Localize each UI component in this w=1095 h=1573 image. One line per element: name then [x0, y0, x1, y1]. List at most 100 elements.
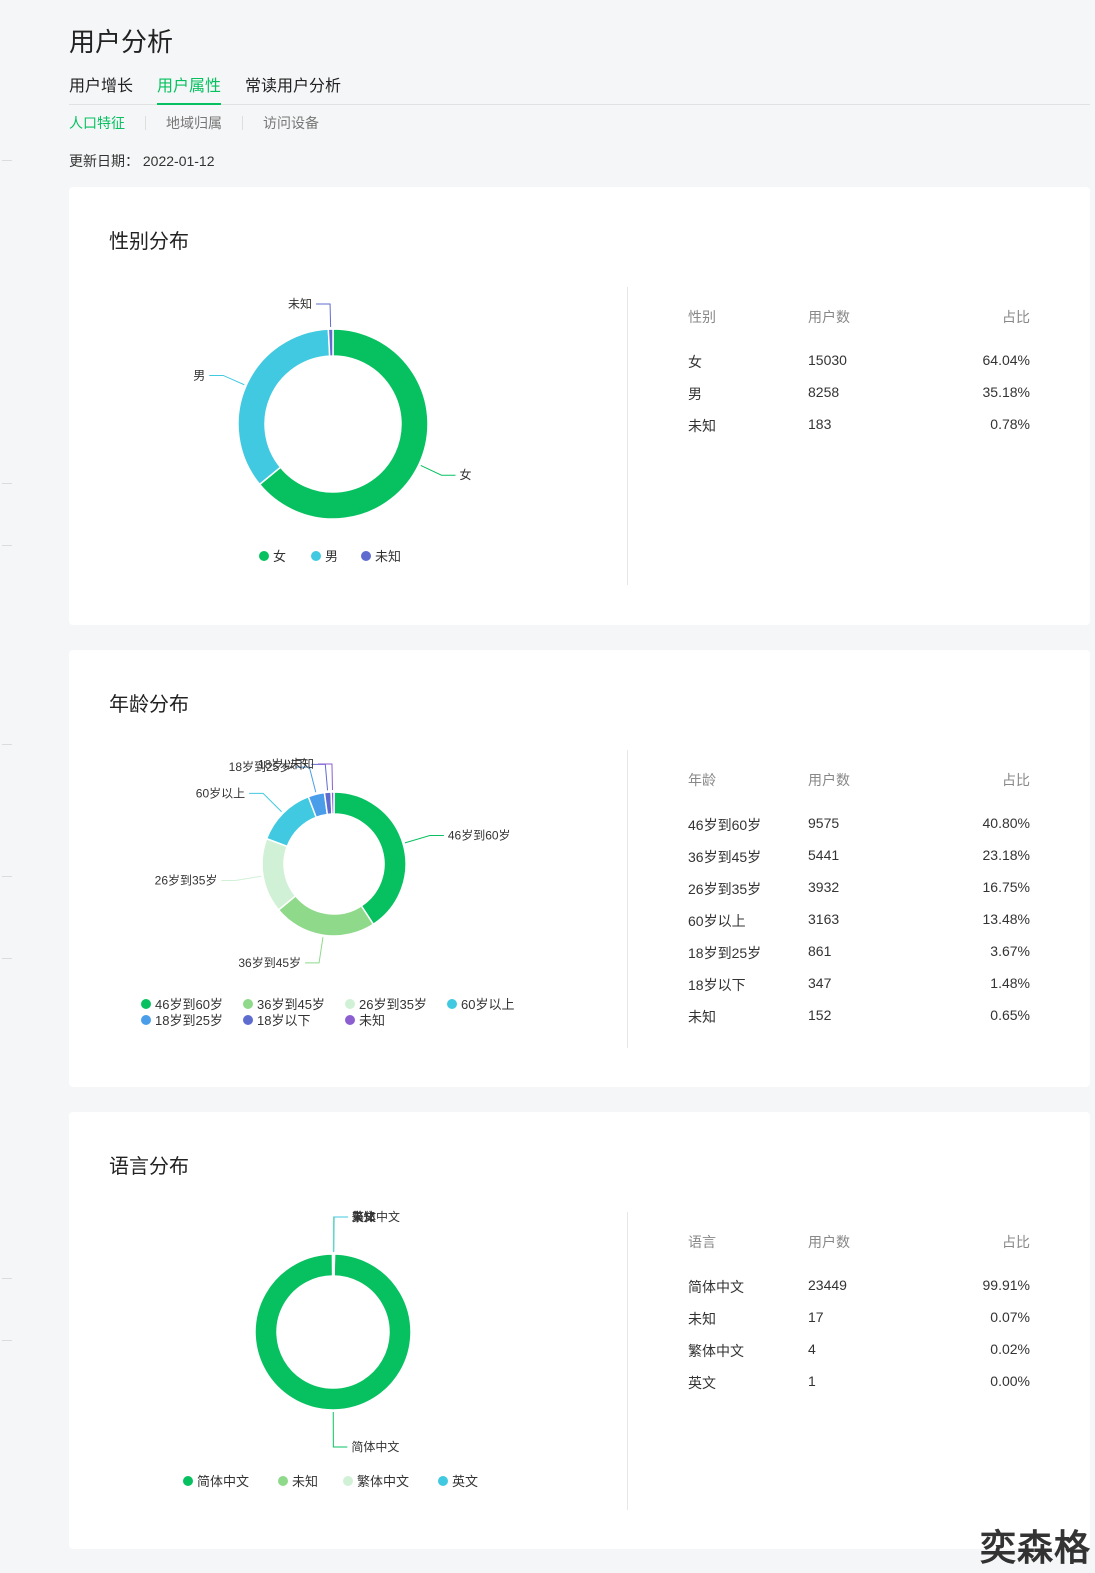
- tab-frequent-reader-analysis[interactable]: 常读用户分析: [245, 78, 342, 95]
- slice-label: 未知: [351, 1210, 375, 1224]
- subtab-region[interactable]: 地域归属: [166, 115, 222, 131]
- slice-label: 未知: [290, 757, 314, 771]
- col-header: 年龄: [688, 772, 716, 788]
- table-row: 未知 183 0.78%: [688, 416, 1030, 434]
- legend-dot: [243, 999, 253, 1009]
- col-header: 语言: [688, 1234, 716, 1250]
- legend-item[interactable]: 简体中文: [197, 1474, 249, 1489]
- leader-line: [404, 834, 444, 844]
- slice-label: 26岁到35岁: [155, 873, 218, 888]
- watermark-logo: 奕森格: [979, 1527, 1091, 1568]
- table-row: 未知 152 0.65%: [688, 1007, 1030, 1025]
- gender-card: 性别分布 女男未知女男未知 性别 用户数 占比 女 15030 64.04% 男 82…: [69, 187, 1090, 625]
- legend-item[interactable]: 26岁到35岁: [359, 997, 427, 1012]
- subtab-devices[interactable]: 访问设备: [263, 115, 319, 131]
- leader-line: [317, 763, 333, 791]
- language-table: 语言 用户数 占比 简体中文 23449 99.91% 未知 17 0.07% 繁体中文…: [688, 1232, 1030, 1405]
- legend-item[interactable]: 繁体中文: [357, 1474, 409, 1489]
- legend-item[interactable]: 英文: [452, 1474, 478, 1489]
- language-card: 语言分布 简体中文 未知 繁体中文 英文 简体中文 未知 繁体中文 英文 语言 用户数 占比 …: [69, 1112, 1090, 1549]
- table-row: 60岁以上 3163 13.48%: [688, 911, 1030, 929]
- table-row: 英文 1 0.00%: [688, 1373, 1030, 1391]
- table-row: 18岁以下 347 1.48%: [688, 975, 1030, 993]
- table-row: 女 15030 64.04%: [688, 352, 1030, 370]
- slice-label: 36岁到45岁: [238, 955, 301, 970]
- page-title: 用户分析: [69, 27, 174, 57]
- leader-line: [333, 1216, 348, 1253]
- donut-slice-3[interactable]: [332, 1253, 336, 1277]
- tab-user-growth[interactable]: 用户增长: [69, 78, 134, 95]
- age-donut-chart: 46岁到60岁 36岁到45岁 26岁到35岁 60岁以上 18岁到25岁 18岁以下 未知…: [141, 756, 514, 1028]
- age-chart-title: 年龄分布: [109, 694, 189, 716]
- legend-dot: [447, 999, 457, 1009]
- update-date-value: 2022-01-12: [142, 153, 215, 169]
- legend-item[interactable]: 18岁到25岁: [155, 1013, 223, 1028]
- legend-item[interactable]: 未知: [292, 1474, 318, 1489]
- donut-slice-6[interactable]: [330, 791, 335, 815]
- table-header: 语言 用户数 占比: [688, 1232, 1030, 1264]
- update-date-label: 更新日期：: [69, 153, 139, 169]
- card-divider: [627, 1212, 628, 1510]
- gender-donut-chart: 女男未知女男未知: [193, 297, 471, 564]
- leader-line: [333, 1216, 349, 1253]
- tab-user-attributes[interactable]: 用户属性: [157, 76, 222, 105]
- slice-label: 46岁到60岁: [448, 827, 511, 842]
- slice-label: 18岁到25岁: [229, 759, 292, 774]
- legend-item[interactable]: 18岁以下: [257, 1013, 310, 1028]
- subtab-divider: [242, 116, 243, 130]
- legend-item[interactable]: 36岁到45岁: [257, 997, 325, 1012]
- subtab-demographics[interactable]: 人口特征: [69, 115, 125, 131]
- legend-dot: [361, 551, 371, 561]
- legend-dot: [278, 1476, 288, 1486]
- donut-slice-0[interactable]: [333, 791, 407, 926]
- col-header: 占比: [1002, 772, 1030, 788]
- legend-item[interactable]: 60岁以上: [461, 997, 514, 1012]
- table-row: 26岁到35岁 3932 16.75%: [688, 879, 1030, 897]
- language-chart-title: 语言分布: [109, 1156, 189, 1178]
- legend-item[interactable]: 未知: [375, 549, 401, 564]
- legend-item[interactable]: 女: [273, 549, 286, 564]
- legend-dot: [141, 999, 151, 1009]
- legend-dot: [259, 551, 269, 561]
- donut-slice-1[interactable]: [277, 894, 375, 937]
- left-sidebar-edge: [0, 0, 14, 1573]
- donut-slice-1[interactable]: [237, 328, 331, 486]
- leader-line: [249, 792, 282, 813]
- col-header: 占比: [1002, 1234, 1030, 1250]
- leader-line: [316, 303, 332, 328]
- table-row: 18岁到25岁 861 3.67%: [688, 943, 1030, 961]
- legend-item[interactable]: 46岁到60岁: [155, 997, 223, 1012]
- donut-slice-2[interactable]: [327, 328, 334, 357]
- table-row: 46岁到60岁 9575 40.80%: [688, 815, 1030, 833]
- legend-item[interactable]: 男: [325, 549, 338, 564]
- age-card: 年龄分布 46岁到60岁 36岁到45岁 26岁到35岁 60岁以上 18岁到25岁 18…: [69, 650, 1090, 1087]
- slice-label: 英文: [352, 1209, 376, 1224]
- age-table: 年龄 用户数 占比 46岁到60岁 9575 40.80% 36岁到45岁 5441 2…: [688, 770, 1030, 1039]
- update-date-row: 更新日期： 2022-01-12: [69, 151, 215, 171]
- table-row: 繁体中文 4 0.02%: [688, 1341, 1030, 1359]
- donut-slice-0[interactable]: [254, 1253, 412, 1411]
- gender-table: 性别 用户数 占比 女 15030 64.04% 男 8258 35.18% 未知 183…: [688, 307, 1030, 448]
- leader-line: [305, 937, 324, 964]
- leader-line: [209, 374, 245, 386]
- col-header: 占比: [1002, 309, 1030, 325]
- legend-item[interactable]: 未知: [359, 1013, 385, 1028]
- leader-line: [332, 1216, 348, 1253]
- col-header: 用户数: [808, 772, 850, 788]
- col-header: 用户数: [808, 309, 850, 325]
- donut-slice-2[interactable]: [261, 837, 297, 912]
- legend-dot: [243, 1015, 253, 1025]
- table-row: 36岁到45岁 5441 23.18%: [688, 847, 1030, 865]
- sub-tabs: 人口特征 地域归属 访问设备: [69, 113, 319, 133]
- card-divider: [627, 287, 628, 585]
- legend-dot: [311, 551, 321, 561]
- donut-slice-0[interactable]: [258, 328, 429, 520]
- leader-line: [332, 1411, 348, 1448]
- gender-chart-title: 性别分布: [109, 231, 189, 253]
- table-header: 性别 用户数 占比: [688, 307, 1030, 339]
- table-row: 男 8258 35.18%: [688, 384, 1030, 402]
- table-row: 未知 17 0.07%: [688, 1309, 1030, 1327]
- leader-line: [221, 875, 262, 882]
- slice-label: 60岁以上: [196, 785, 245, 800]
